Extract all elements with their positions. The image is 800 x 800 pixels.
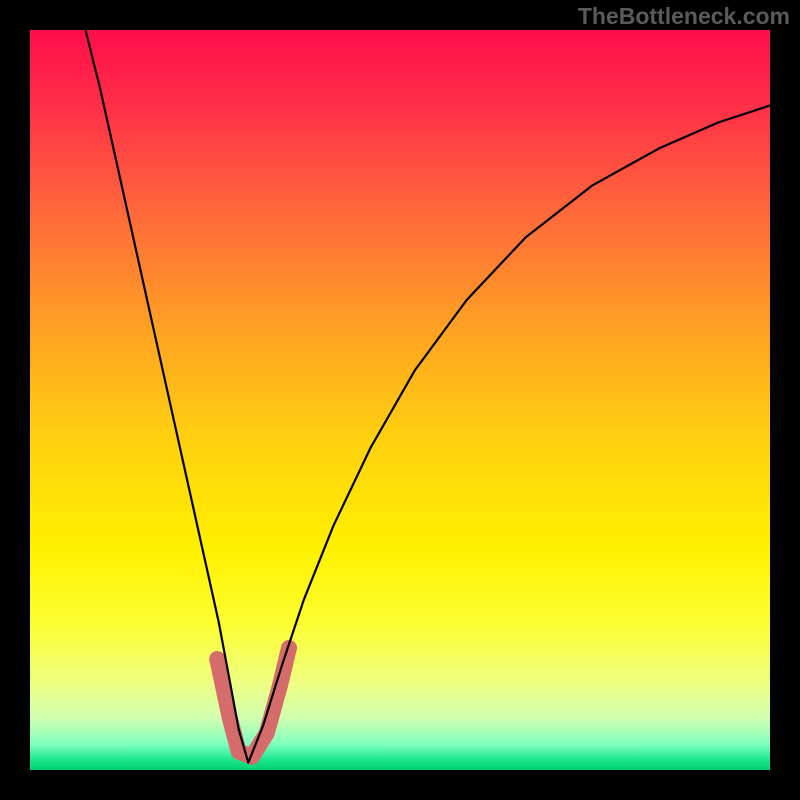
chart-svg (30, 30, 770, 770)
watermark-text: TheBottleneck.com (578, 3, 790, 30)
gradient-background (30, 30, 770, 770)
plot-area (30, 30, 770, 770)
chart-container: TheBottleneck.com (0, 0, 800, 800)
